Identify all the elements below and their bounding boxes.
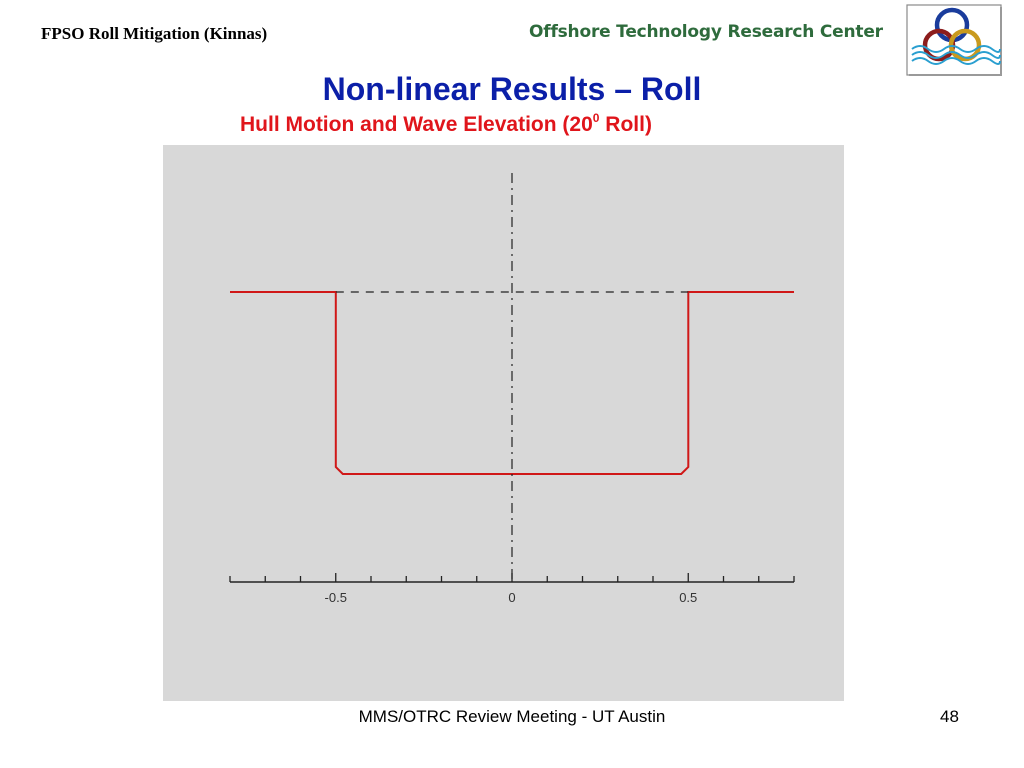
hull-motion-chart: -0.5 0 0.5: [229, 169, 795, 605]
slide-title: Non-linear Results – Roll: [322, 71, 702, 107]
slide-subtitle: Hull Motion and Wave Elevation (200 Roll…: [240, 111, 652, 137]
footer-meeting: MMS/OTRC Review Meeting - UT Austin: [358, 707, 666, 726]
x-tick-label: 0: [508, 590, 515, 605]
organization-name: Offshore Technology Research Center: [529, 22, 883, 42]
otrc-logo: [906, 4, 1002, 76]
subtitle-text: Hull Motion and Wave Elevation (20: [240, 113, 593, 136]
subtitle-text-end: Roll): [599, 113, 652, 136]
page-number: 48: [940, 707, 959, 726]
x-tick-label: -0.5: [325, 590, 347, 605]
plot-panel: -0.5 0 0.5: [163, 145, 844, 701]
x-tick-label: 0.5: [679, 590, 697, 605]
presentation-topic: FPSO Roll Mitigation (Kinnas): [41, 24, 268, 43]
subtitle-superscript: 0: [592, 111, 600, 125]
